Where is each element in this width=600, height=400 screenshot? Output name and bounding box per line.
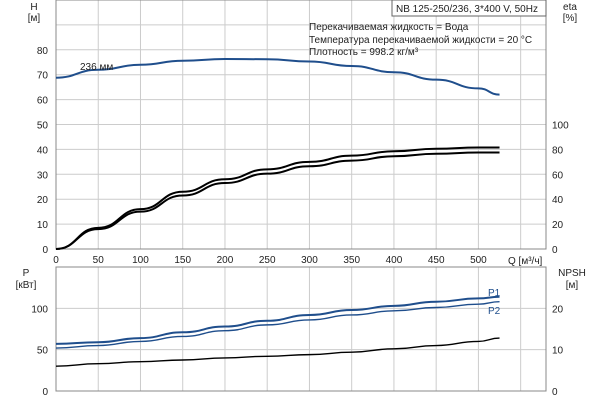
series-2-curve (55, 337, 500, 367)
x-tick-label: 400 (386, 255, 403, 266)
y2-axis-unit-npsh: [м] (566, 280, 579, 291)
x-tick-label: 500 (470, 255, 487, 266)
series-label-p2: P2 (488, 306, 501, 317)
x-tick-label: 100 (132, 255, 149, 266)
p2-curve (55, 301, 500, 349)
annotation-liquid: Перекачиваемая жидкость = Вода (309, 22, 469, 33)
x-tick-label: 350 (343, 255, 360, 266)
y2-tick-label: 80 (552, 145, 564, 156)
y2-axis-label-eta: eta (563, 2, 577, 13)
p1-curve (55, 295, 500, 345)
bottom-plot-frame (55, 266, 547, 392)
chart-title: NB 125-250/236, 3*400 V, 50Hz (396, 4, 538, 15)
x-tick-label: 300 (301, 255, 318, 266)
x-tick-label: 150 (174, 255, 191, 266)
y-tick-label: 60 (37, 96, 49, 107)
y-axis-label-h: H (30, 2, 37, 13)
y-tick-label: 80 (37, 46, 49, 57)
y-axis-unit-p: [кВт] (16, 280, 37, 291)
x-tick-label: 0 (53, 255, 59, 266)
series-1-curve (55, 146, 500, 250)
y-tick-label: 0 (42, 387, 48, 398)
y-tick-label: 70 (37, 71, 49, 82)
x-tick-label: 250 (259, 255, 276, 266)
curve-label-diameter: 236 мм (80, 62, 113, 73)
y-tick-label: 50 (37, 121, 49, 132)
y-tick-label: 40 (37, 145, 49, 156)
y-axis-unit-h: [м] (28, 13, 41, 24)
x-axis-label-q: Q [м³/ч] (508, 256, 543, 267)
series-0-curve (55, 58, 500, 96)
y-tick-label: 100 (31, 304, 48, 315)
y2-axis-label-npsh: NPSH (558, 268, 586, 279)
series-2-curve (55, 151, 500, 250)
y-tick-label: 50 (37, 346, 49, 357)
y-tick-label: 10 (37, 220, 49, 231)
top-plot-frame (55, 0, 547, 250)
series-label-p1: P1 (488, 288, 501, 299)
y2-tick-label: 40 (552, 195, 564, 206)
y2-tick-label: 0 (552, 245, 558, 256)
y2-tick-label: 0 (552, 387, 558, 398)
y2-tick-label: 20 (552, 220, 564, 231)
x-tick-label: 200 (217, 255, 234, 266)
y-tick-label: 20 (37, 195, 49, 206)
y2-tick-label: 20 (552, 304, 564, 315)
x-tick-label: 450 (428, 255, 445, 266)
y2-axis-unit-eta: [%] (563, 13, 578, 24)
y-tick-label: 30 (37, 170, 49, 181)
title-box (391, 0, 547, 17)
y2-tick-label: 10 (552, 346, 564, 357)
y2-tick-label: 60 (552, 170, 564, 181)
y-axis-label-p: P (23, 268, 30, 279)
y-tick-label: 0 (42, 245, 48, 256)
annotation-temperature: Температура перекачиваемой жидкости = 20… (309, 35, 532, 46)
annotation-density: Плотность = 998.2 кг/м³ (309, 47, 419, 58)
x-tick-label: 50 (93, 255, 105, 266)
y2-tick-label: 100 (552, 121, 569, 132)
